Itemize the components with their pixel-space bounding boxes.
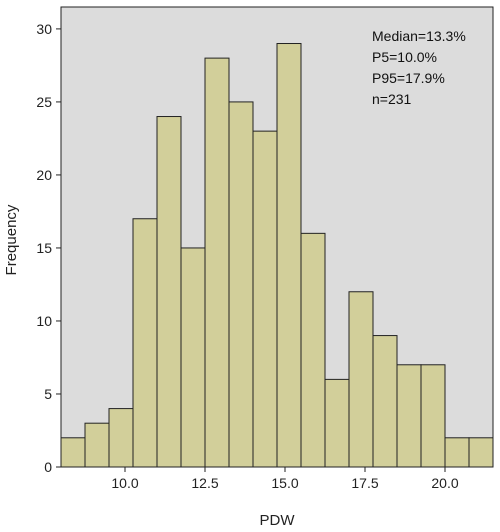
histogram-bar [108, 408, 134, 468]
y-tick-label: 25 [36, 94, 52, 110]
histogram-bar [324, 378, 350, 468]
histogram-bar [348, 291, 374, 468]
histogram-bar [132, 218, 158, 468]
y-tick-label: 5 [44, 386, 52, 402]
histogram-bar [300, 232, 326, 468]
annotation-median: Median=13.3% [372, 28, 466, 44]
histogram-bar [180, 247, 206, 468]
histogram-bar [420, 364, 446, 468]
bars-group [60, 43, 494, 468]
annotation-p5: P5=10.0% [372, 49, 437, 65]
x-axis: 10.0 12.5 15.0 17.5 20.0 [111, 467, 459, 491]
x-tick-label: 10.0 [111, 475, 138, 491]
histogram-bar [372, 335, 398, 468]
histogram-bar [276, 43, 302, 468]
x-tick-label: 17.5 [351, 475, 378, 491]
histogram-bar [228, 101, 254, 468]
x-tick-label: 15.0 [271, 475, 298, 491]
histogram-bar [60, 437, 86, 468]
x-tick-label: 20.0 [431, 475, 458, 491]
x-axis-title: PDW [260, 512, 296, 529]
y-tick-label: 10 [36, 313, 52, 329]
stats-annotation: Median=13.3% P5=10.0% P95=17.9% n=231 [372, 28, 466, 107]
y-tick-label: 30 [36, 21, 52, 37]
y-tick-label: 15 [36, 240, 52, 256]
annotation-p95: P95=17.9% [372, 70, 445, 86]
histogram-bar [84, 422, 110, 468]
histogram-bar [252, 130, 278, 468]
y-tick-label: 20 [36, 167, 52, 183]
histogram-bar [444, 437, 470, 468]
histogram-bar [156, 116, 182, 468]
histogram-bar [468, 437, 494, 468]
annotation-n: n=231 [372, 91, 412, 107]
y-axis: 0 5 10 15 20 25 30 [36, 21, 61, 475]
histogram-bar [204, 57, 230, 468]
histogram-bar [396, 364, 422, 468]
y-tick-label: 0 [44, 459, 52, 475]
x-tick-label: 12.5 [191, 475, 218, 491]
y-axis-title: Frequency [3, 204, 20, 275]
